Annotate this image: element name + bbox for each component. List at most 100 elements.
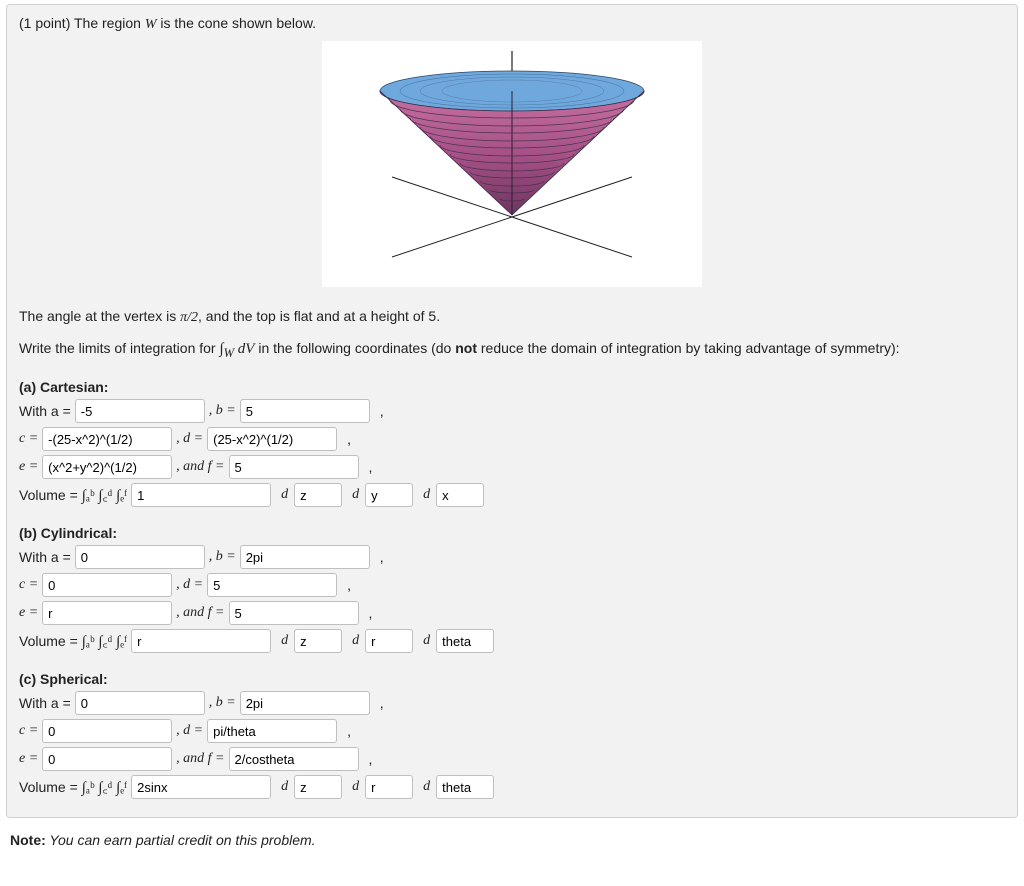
label-with-a: With a = [19,695,71,711]
label-c-eq: c = [19,431,38,447]
label-d-eq: , d = [176,723,203,739]
vertex-angle-line: The angle at the vertex is π/2, and the … [19,308,1005,326]
note-text: You can earn partial credit on this prob… [46,832,316,848]
d1-sym: d [281,633,288,649]
cone-figure [332,47,692,277]
d2-sym: d [352,779,359,795]
problem-intro: (1 point) The region W is the cone shown… [19,15,1005,33]
label-e-eq: e = [19,751,38,767]
input-c-f[interactable] [229,747,359,771]
label-with-a: With a = [19,403,71,419]
a-row-ef: e = , and f = , [19,455,1005,479]
a-row-volume: Volume = ∫ₐᵇ ∫꜀ᵈ ∫ₑᶠ d d d [19,483,1005,507]
input-b-d[interactable] [207,573,337,597]
input-a-f[interactable] [229,455,359,479]
section-a-title: (a) Cartesian: [19,379,1005,395]
input-c-e[interactable] [42,747,172,771]
input-a-e[interactable] [42,455,172,479]
input-a-c[interactable] [42,427,172,451]
input-b-f[interactable] [229,601,359,625]
b-row-cd: c = , d = , [19,573,1005,597]
input-c-c[interactable] [42,719,172,743]
input-a-d3[interactable] [436,483,484,507]
figure-row [19,41,1005,290]
section-c-title: (c) Spherical: [19,671,1005,687]
comma: , [380,403,384,419]
input-b-a[interactable] [75,545,205,569]
integral-symbol: ∫W dV [219,341,254,357]
input-c-d1[interactable] [294,775,342,799]
label-volume: Volume = [19,779,78,795]
input-c-d2[interactable] [365,775,413,799]
write-limits-1: Write the limits of integration for [19,340,219,356]
input-b-b[interactable] [240,545,370,569]
comma: , [347,577,351,593]
note-line: Note: You can earn partial credit on thi… [10,832,1024,848]
input-c-a[interactable] [75,691,205,715]
label-b-eq: , b = [209,549,236,565]
label-e-eq: e = [19,605,38,621]
region-symbol: W [145,17,157,32]
label-volume: Volume = [19,487,78,503]
d3-sym: d [423,633,430,649]
input-c-b[interactable] [240,691,370,715]
note-prefix: Note: [10,832,46,848]
d2-sym: d [352,633,359,649]
input-a-d1[interactable] [294,483,342,507]
input-b-d3[interactable] [436,629,494,653]
write-limits-line: Write the limits of integration for ∫W d… [19,340,1005,361]
write-limits-2: in the following coordinates (do [254,340,455,356]
d1-sym: d [281,487,288,503]
d3-sym: d [423,779,430,795]
triple-integral: ∫ₐᵇ ∫꜀ᵈ ∫ₑᶠ [82,485,127,505]
intro-suffix: is the cone shown below. [157,15,317,31]
label-d-eq: , d = [176,431,203,447]
input-a-d[interactable] [207,427,337,451]
figure-box [322,41,702,287]
input-b-integrand[interactable] [131,629,271,653]
triple-integral: ∫ₐᵇ ∫꜀ᵈ ∫ₑᶠ [82,777,127,797]
angle-value: π/2 [180,310,198,325]
int-dv: dV [234,341,254,357]
label-c-eq: c = [19,577,38,593]
comma: , [380,549,384,565]
label-b-eq: , b = [209,403,236,419]
input-a-d2[interactable] [365,483,413,507]
input-b-d1[interactable] [294,629,342,653]
comma: , [380,695,384,711]
comma: , [369,605,373,621]
input-a-b[interactable] [240,399,370,423]
comma: , [347,431,351,447]
label-and-f: , and f = [176,459,224,475]
problem-container: (1 point) The region W is the cone shown… [6,4,1018,818]
input-a-a[interactable] [75,399,205,423]
int-sub: W [224,346,234,360]
b-row-ef: e = , and f = , [19,601,1005,625]
comma: , [369,751,373,767]
input-c-d[interactable] [207,719,337,743]
input-c-integrand[interactable] [131,775,271,799]
input-b-e[interactable] [42,601,172,625]
d2-sym: d [352,487,359,503]
input-b-c[interactable] [42,573,172,597]
a-row-cd: c = , d = , [19,427,1005,451]
c-row-volume: Volume = ∫ₐᵇ ∫꜀ᵈ ∫ₑᶠ d d d [19,775,1005,799]
input-c-d3[interactable] [436,775,494,799]
label-and-f: , and f = [176,605,224,621]
input-a-integrand[interactable] [131,483,271,507]
input-b-d2[interactable] [365,629,413,653]
label-b-eq: , b = [209,695,236,711]
label-e-eq: e = [19,459,38,475]
a-row-ab: With a = , b = , [19,399,1005,423]
label-volume: Volume = [19,633,78,649]
intro-prefix: (1 point) The region [19,15,145,31]
write-limits-3: reduce the domain of integration by taki… [477,340,900,356]
triple-integral: ∫ₐᵇ ∫꜀ᵈ ∫ₑᶠ [82,631,127,651]
d3-sym: d [423,487,430,503]
label-d-eq: , d = [176,577,203,593]
section-b-title: (b) Cylindrical: [19,525,1005,541]
comma: , [369,459,373,475]
b-row-ab: With a = , b = , [19,545,1005,569]
c-row-ab: With a = , b = , [19,691,1005,715]
angle-text-2: , and the top is flat and at a height of [198,308,428,324]
